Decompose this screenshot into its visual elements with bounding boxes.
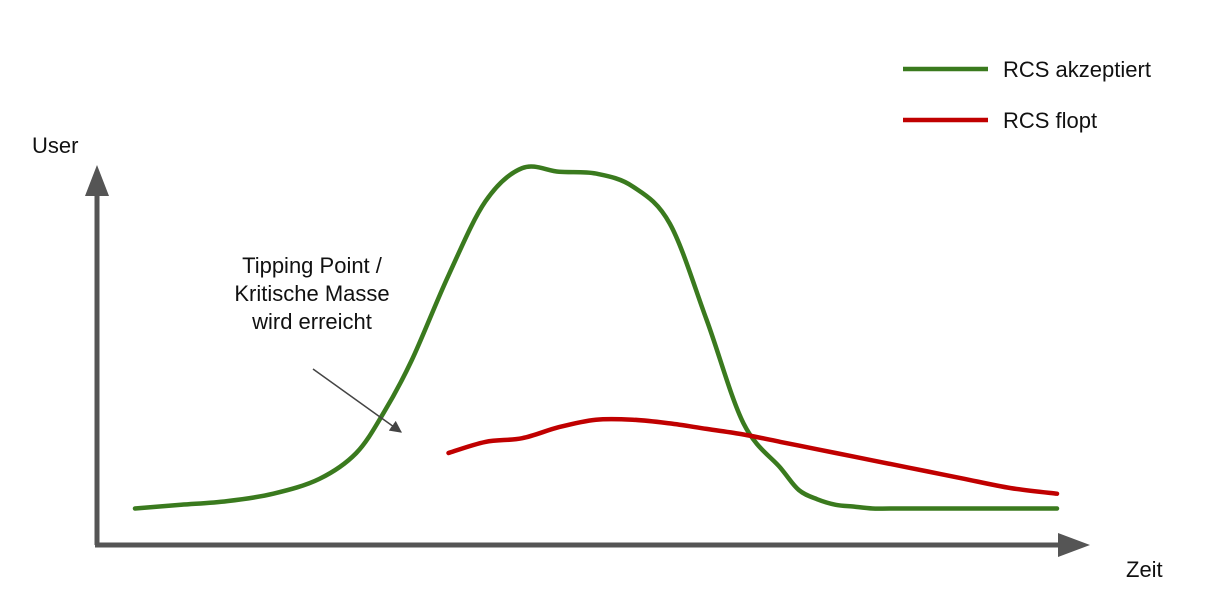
annotation-arrow — [312, 368, 402, 433]
legend-label-rcs-akzeptiert: RCS akzeptiert — [1003, 57, 1151, 82]
annotation-line-1: Tipping Point / — [242, 253, 383, 278]
series-line-rcs-flopt — [446, 416, 1060, 496]
annotation-line-3: wird erreicht — [251, 309, 372, 334]
y-axis-label: User — [32, 133, 78, 158]
legend: RCS akzeptiert RCS flopt — [903, 57, 1151, 133]
x-axis-arrowhead — [1058, 533, 1090, 557]
x-axis-label: Zeit — [1126, 557, 1163, 582]
annotation-line-2: Kritische Masse — [234, 281, 389, 306]
legend-label-rcs-flopt: RCS flopt — [1003, 108, 1097, 133]
series-line-rcs-akzeptiert — [132, 164, 1060, 511]
y-axis-arrowhead — [85, 165, 109, 196]
